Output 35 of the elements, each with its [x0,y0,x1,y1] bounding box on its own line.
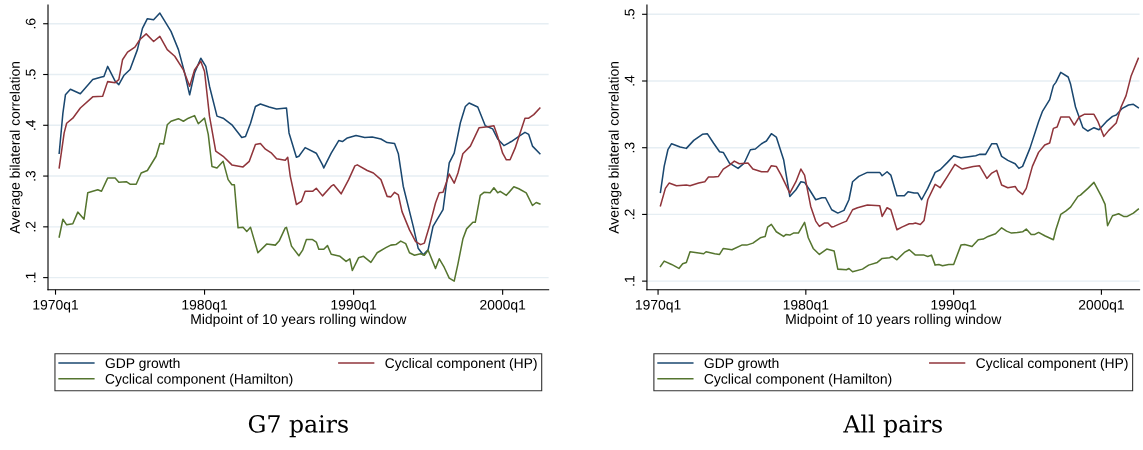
y-axis-title: Average bilateral correlation [9,61,23,234]
x-tick-label: 1980q1 [182,299,228,313]
line-series [659,71,1140,214]
x-tick-label: 2000q1 [1078,299,1124,313]
text: G7 pairs [248,414,348,438]
x-tick-label: 1970q1 [33,299,79,313]
y-tick-label: .1 [624,276,635,286]
x-tick-label: 1980q1 [783,299,829,313]
y-tick-label: .4 [25,119,36,130]
y-tick-label: .1 [25,272,36,283]
legend-label: Cyclical component (Hamilton) [105,373,293,387]
x-axis-title: Midpoint of 10 years rolling window [786,313,1002,327]
y-tick-label: .3 [25,170,36,181]
x-tick-label: 2000q1 [480,299,526,313]
x-tick-label: 1990q1 [331,299,377,313]
x-tick-label: 1990q1 [931,299,977,313]
line-series [58,114,541,282]
legend-label: GDP growth [105,357,180,371]
line-series [659,57,1140,231]
y-tick-label: .6 [25,18,36,29]
x-tick-label: 1970q1 [635,299,681,313]
legend-label: GDP growth [704,357,779,371]
y-tick-label: .3 [624,142,635,153]
legend-label: Cyclical component (HP) [385,357,537,371]
y-tick-label: .5 [624,9,635,19]
y-tick-label: .5 [25,69,36,80]
y-tick-label: .4 [624,75,635,86]
legend-label: Cyclical component (Hamilton) [704,373,892,387]
x-axis-title: Midpoint of 10 years rolling window [191,313,407,327]
legend-label: Cyclical component (HP) [976,357,1128,371]
line-series [659,181,1140,273]
y-tick-label: .2 [25,221,36,232]
text: All pairs [843,414,942,438]
y-axis-title: Average bilateral correlation [608,61,622,234]
y-tick-label: .2 [624,209,635,219]
